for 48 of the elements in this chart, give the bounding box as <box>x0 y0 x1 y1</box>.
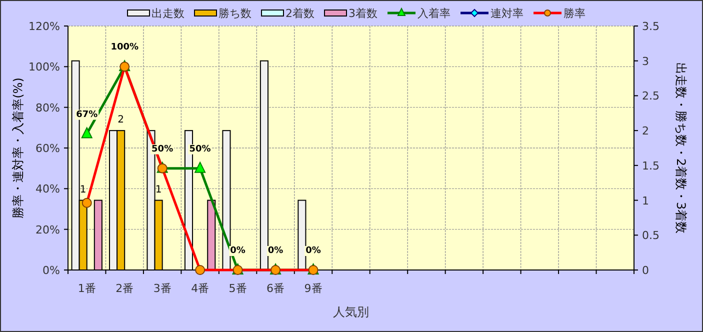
bar <box>298 200 306 270</box>
data-label: 0% <box>230 246 246 256</box>
y2-tick-label: 2 <box>642 124 649 138</box>
y-tick-label: 80% <box>36 101 60 114</box>
data-label: 1 <box>155 184 162 196</box>
y-tick-label: 40% <box>36 182 60 196</box>
legend-label: 勝率 <box>564 7 586 20</box>
x-tick-label: 9番 <box>304 282 322 295</box>
y-axis-title: 勝率・連対率・入着率(%) <box>11 78 25 218</box>
data-label: 100% <box>110 42 139 53</box>
y-tick-label: 120% <box>28 20 60 33</box>
data-label: 67% <box>76 110 98 120</box>
y2-tick-label: 0.5 <box>642 229 660 242</box>
y2-tick-label: 3 <box>642 54 649 68</box>
y-tick-label: 100% <box>28 60 60 74</box>
y2-axis-title: 出走数・勝ち数・2着数・3着数 <box>674 62 688 234</box>
data-label: 0% <box>268 246 284 256</box>
x-tick-label: 5番 <box>228 282 247 295</box>
y-tick-label: 0% <box>42 264 60 277</box>
bar <box>207 200 216 270</box>
y2-tick-label: 1 <box>642 194 649 208</box>
data-label: 2 <box>118 114 124 126</box>
point <box>81 127 92 138</box>
y2-tick-label: 0 <box>642 264 649 277</box>
data-label: 50% <box>189 144 211 154</box>
legend-label: 3着数 <box>348 7 378 20</box>
x-tick-label: 1番 <box>78 282 96 295</box>
y-tick-label: 60% <box>36 142 60 155</box>
legend-label: 2着数 <box>286 7 314 20</box>
x-axis-title: 人気別 <box>333 305 369 319</box>
x-tick-label: 3番 <box>153 282 172 295</box>
legend-label: 入着率 <box>418 7 450 20</box>
y2-tick-label: 3.5 <box>642 20 660 33</box>
legend-label: 勝ち数 <box>218 7 252 20</box>
y2-tick-label: 1.5 <box>642 159 660 172</box>
bar <box>222 130 231 270</box>
x-tick-label: 4番 <box>191 282 210 295</box>
y-tick-label: 20% <box>36 223 60 236</box>
legend-label: 連対率 <box>490 7 524 20</box>
data-label: 1 <box>80 184 86 196</box>
y2-tick-label: 2.5 <box>642 90 660 103</box>
data-label: 50% <box>152 144 174 154</box>
point <box>194 162 206 173</box>
data-label: 0% <box>306 246 321 256</box>
x-tick-label: 6番 <box>266 282 285 295</box>
legend-label: 出走数 <box>152 7 184 20</box>
bar <box>260 60 268 270</box>
x-tick-label: 2番 <box>116 282 134 295</box>
